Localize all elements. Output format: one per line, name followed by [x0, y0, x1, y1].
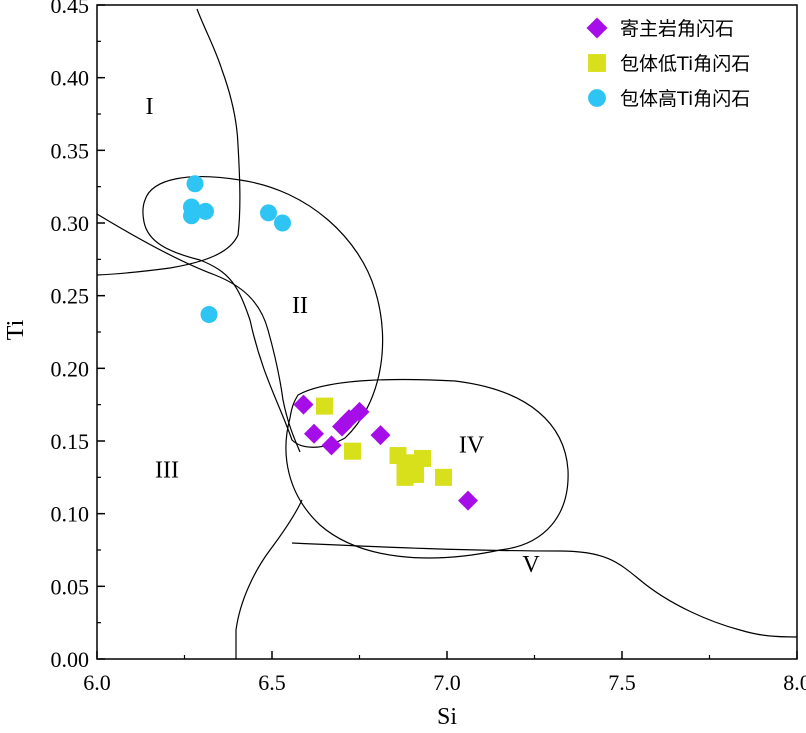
boundary-oval-IV — [285, 378, 569, 559]
data-point-circle — [274, 214, 291, 232]
data-point-square — [407, 465, 424, 483]
y-tick-label: 0.25 — [51, 284, 90, 309]
y-tick-label: 0.10 — [51, 502, 90, 527]
y-tick-label: 0.35 — [51, 138, 90, 163]
field-boundaries — [96, 8, 798, 659]
legend-label: 包体低Ti角闪石 — [620, 53, 750, 75]
x-tick-label: 7.0 — [433, 670, 461, 695]
data-point-square — [316, 397, 333, 415]
y-axis-title: Ti — [3, 319, 29, 340]
data-point-square — [389, 447, 407, 465]
legend-marker-square — [588, 54, 606, 72]
boundary-line-III-V — [235, 499, 303, 659]
legend-item-square: 包体低Ti角闪石 — [588, 53, 750, 75]
x-tick-label: 8.0 — [783, 670, 806, 695]
data-point-diamond — [321, 435, 342, 456]
data-point-diamond — [458, 490, 478, 511]
legend-label: 包体高Ti角闪石 — [620, 88, 750, 110]
y-tick-label: 0.30 — [51, 211, 90, 236]
series-diamond — [293, 394, 478, 511]
data-point-circle — [197, 202, 214, 220]
y-tick-label: 0.15 — [51, 429, 90, 454]
y-tick-label: 0.00 — [51, 647, 90, 672]
data-point-diamond — [293, 394, 314, 415]
series-square — [316, 397, 452, 486]
legend-label: 寄主岩角闪石 — [620, 18, 734, 40]
data-point-diamond — [304, 423, 324, 444]
boundary-line-I-upper — [96, 8, 241, 276]
region-label-III: III — [155, 457, 179, 483]
data-point-circle — [260, 204, 277, 222]
legend-item-circle: 包体高Ti角闪石 — [588, 88, 750, 110]
x-tick-label: 6.5 — [258, 670, 286, 695]
data-point-diamond — [370, 425, 391, 446]
boundary-line-IV-V — [291, 542, 798, 638]
y-tick-label: 0.40 — [51, 66, 90, 91]
series-circle — [183, 175, 291, 324]
data-point-circle — [183, 207, 200, 225]
axes: 6.0 6.5 7.0 7.5 8.0 0.00 0.05 0.10 0.15 0.20 0.25 0… — [51, 0, 806, 695]
region-label-II: II — [292, 293, 308, 319]
y-tick-label: 0.05 — [51, 574, 90, 599]
legend-item-diamond: 寄主岩角闪石 — [586, 17, 734, 40]
y-tick-label: 0.20 — [51, 356, 90, 381]
data-point-circle — [200, 306, 218, 324]
boundary-line-II-III — [96, 213, 301, 453]
region-label-I: I — [146, 94, 154, 120]
x-tick-label: 7.5 — [608, 670, 636, 695]
data-point-circle — [186, 175, 204, 193]
legend-marker-circle — [588, 89, 606, 107]
boundary-oval-I-II — [142, 176, 384, 448]
x-tick-label: 6.0 — [83, 670, 111, 695]
region-label-V: V — [522, 552, 540, 578]
data-point-square — [414, 449, 431, 467]
data-points — [183, 175, 478, 511]
region-label-IV: IV — [459, 433, 485, 459]
data-point-square — [344, 442, 361, 460]
legend-marker-diamond — [586, 17, 608, 39]
data-point-square — [435, 468, 452, 486]
data-point-diamond — [349, 401, 370, 422]
y-tick-label: 0.45 — [51, 0, 90, 18]
x-axis-title: Si — [437, 704, 457, 730]
